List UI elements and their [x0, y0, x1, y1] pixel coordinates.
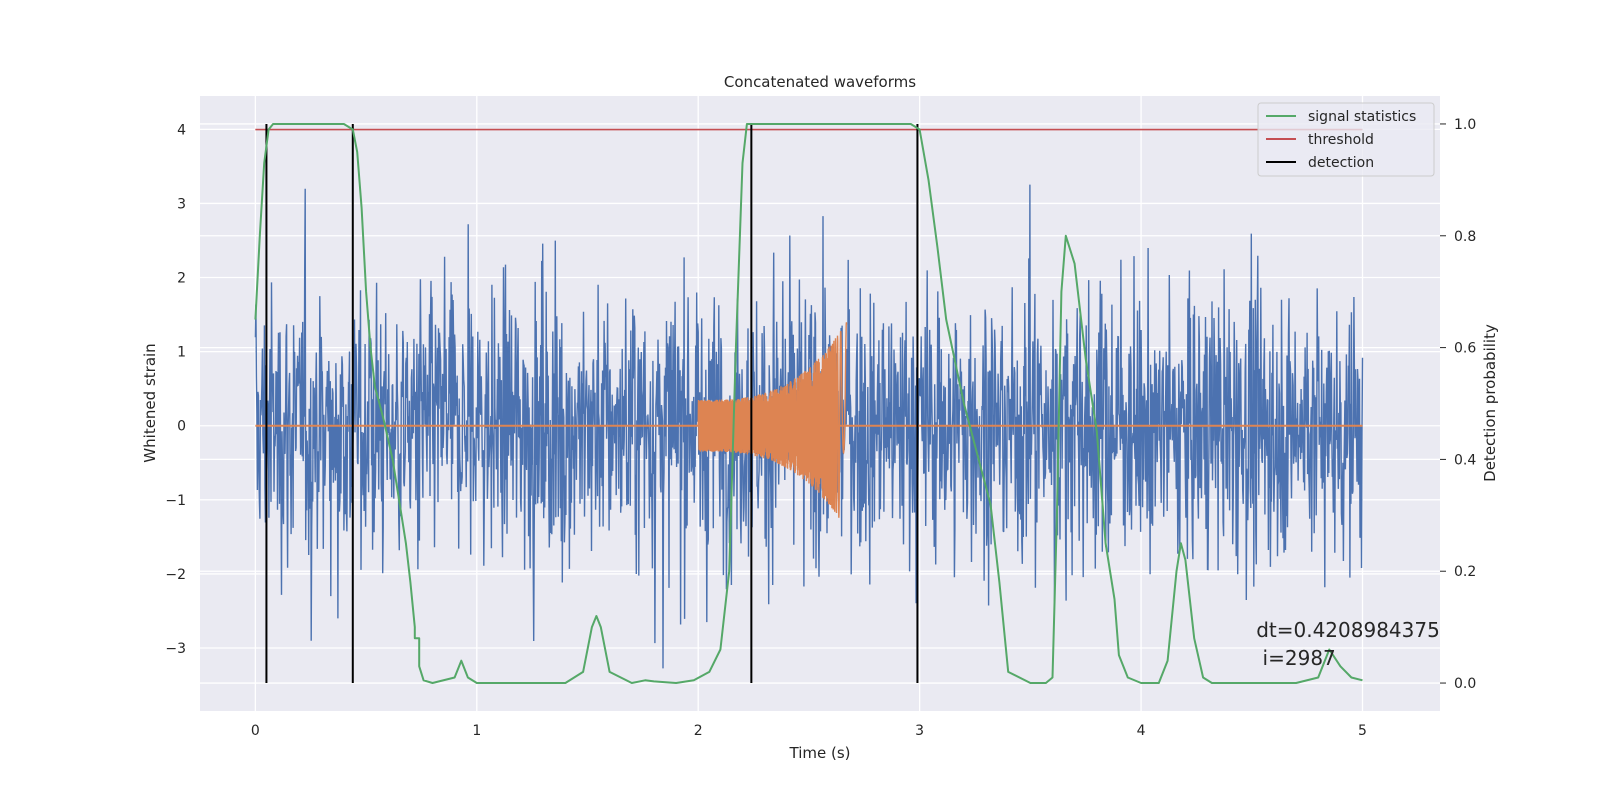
y-tick-label: −2	[165, 567, 186, 583]
x-tick-labels: 0 1 2 3 4 5	[251, 723, 1367, 739]
y2-tick-label: 0.8	[1454, 229, 1476, 245]
y2-tick-label: 0.2	[1454, 564, 1476, 580]
annotation-dt: dt=0.4208984375	[1256, 618, 1440, 642]
x-tick-label: 4	[1137, 723, 1146, 739]
y-tick-label: 0	[177, 419, 186, 435]
x-tick-label: 3	[915, 723, 924, 739]
y-tick-label: 4	[177, 122, 186, 138]
chart-title: Concatenated waveforms	[724, 73, 916, 91]
legend-label-detection: detection	[1308, 155, 1374, 171]
series-strain	[254, 184, 1364, 669]
y2-tick-label: 0.4	[1454, 452, 1476, 468]
y2-tick-label: 1.0	[1454, 117, 1476, 133]
y-tick-label: −1	[165, 493, 186, 509]
x-tick-label: 1	[472, 723, 481, 739]
y2-tick-labels: 0.0 0.2 0.4 0.6 0.8 1.0	[1440, 117, 1476, 692]
y-tick-labels: −3 −2 −1 0 1 2 3 4	[165, 122, 186, 657]
injection-chirp	[697, 322, 848, 518]
y2-tick-label: 0.0	[1454, 676, 1476, 692]
y2-axis-label: Detection probability	[1481, 324, 1499, 482]
y-tick-label: 2	[177, 271, 186, 287]
series-signal-statistics	[254, 123, 1363, 684]
annotation-i: i=2987	[1256, 646, 1336, 670]
x-axis-label: Time (s)	[789, 744, 851, 762]
signal-statistics-line	[254, 123, 1363, 684]
y-tick-label: 3	[177, 196, 186, 212]
series-injection	[255, 322, 1363, 518]
legend-label-signal-statistics: signal statistics	[1308, 109, 1416, 125]
y-tick-label: −3	[165, 641, 186, 657]
x-tick-label: 0	[251, 723, 260, 739]
x-tick-label: 5	[1358, 723, 1367, 739]
legend: signal statistics threshold detection	[1257, 102, 1435, 177]
x-tick-label: 2	[694, 723, 703, 739]
y2-tick-label: 0.6	[1454, 341, 1476, 357]
legend-label-threshold: threshold	[1308, 132, 1374, 148]
y-tick-label: 1	[177, 345, 186, 361]
strain-line	[254, 184, 1364, 669]
legend-box	[1257, 102, 1435, 177]
y-axis-label: Whitened strain	[141, 343, 159, 462]
series-detection	[265, 123, 919, 684]
